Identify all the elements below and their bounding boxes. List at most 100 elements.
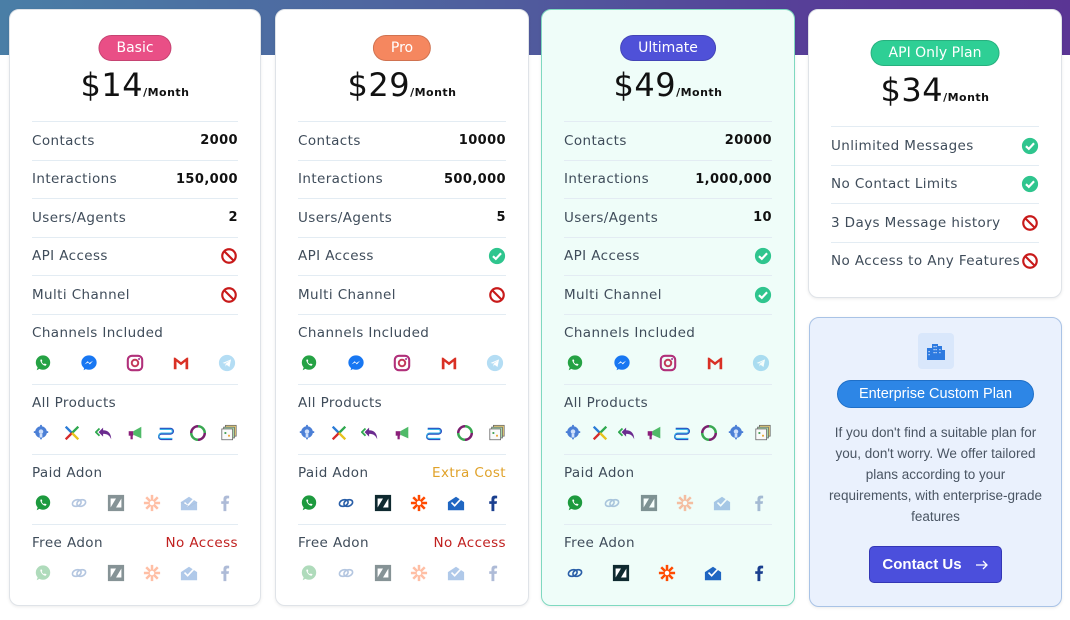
flow-icon: [673, 424, 691, 442]
telegram-icon: [218, 354, 236, 372]
price-amount: $29: [347, 66, 411, 104]
gmail-icon: [440, 354, 458, 372]
channels-section: Channels Included: [32, 313, 238, 384]
feature-row-interactions: Interactions 150,000: [32, 159, 238, 199]
feature-label: 3 Days Message history: [831, 214, 1001, 231]
check-icon: [1021, 137, 1039, 154]
section-label: All Products: [32, 394, 117, 411]
price-amount: $49: [613, 66, 677, 104]
plan-badge: Basic: [98, 35, 172, 61]
mail-open-icon: [447, 494, 465, 512]
plan-card-api-only: API Only Plan $34/Month Unlimited Messag…: [808, 9, 1062, 298]
megaphone-icon: [393, 424, 411, 442]
feature-row-no-features: No Access to Any Features: [831, 241, 1039, 281]
zendesk-icon: [107, 494, 125, 512]
no-access-icon: [489, 286, 505, 303]
zendesk-icon: [107, 564, 125, 582]
section-label: Channels Included: [32, 324, 164, 341]
flow-icon: [425, 424, 443, 442]
cycle-icon: [700, 424, 718, 442]
reply-all-icon: [361, 424, 379, 442]
check-icon: [1021, 176, 1039, 193]
section-label: Channels Included: [564, 324, 696, 341]
cycle-icon: [189, 424, 207, 442]
plan-price: $34/Month: [809, 71, 1061, 109]
feature-row-users: Users/Agents 5: [298, 198, 506, 237]
feature-label: Users/Agents: [564, 209, 659, 226]
instagram-icon: [126, 354, 144, 372]
zapier-icon: [143, 564, 161, 582]
gear-bulb-icon: [727, 424, 745, 442]
feature-row-unlimited-messages: Unlimited Messages: [831, 126, 1039, 165]
feature-label: API Access: [298, 248, 374, 265]
feature-row-multi-channel: Multi Channel: [298, 275, 506, 314]
zapier-icon: [143, 494, 161, 512]
products-section: All Products: [298, 383, 506, 454]
feature-row-contacts: Contacts 20000: [564, 121, 772, 160]
feature-value: 10: [753, 210, 772, 226]
feature-value: 500,000: [443, 171, 506, 187]
plan-price: $14/Month: [10, 66, 260, 104]
plan-price: $49/Month: [542, 66, 794, 104]
section-label: Channels Included: [298, 324, 430, 341]
no-access-icon: [221, 248, 237, 265]
feature-row-interactions: Interactions 1,000,000: [564, 159, 772, 199]
contact-us-button[interactable]: Contact Us: [869, 546, 1002, 583]
feature-label: No Contact Limits: [831, 176, 958, 193]
no-access-icon: [221, 286, 237, 303]
price-period: /Month: [410, 86, 457, 99]
enterprise-card: Enterprise Custom Plan If you don't find…: [809, 317, 1062, 607]
section-label: Free Adon: [32, 534, 103, 551]
zapier-icon: [658, 564, 676, 582]
facebook-icon: [484, 564, 502, 582]
facebook-icon: [484, 494, 502, 512]
feature-label: No Access to Any Features: [831, 253, 1021, 270]
section-label: Free Adon: [298, 534, 369, 551]
arrow-right-icon: [975, 560, 988, 569]
facebook-icon: [750, 564, 768, 582]
feature-list: Contacts 2000 Interactions 150,000 Users/A…: [32, 121, 238, 594]
gmail-icon: [172, 354, 190, 372]
whatsapp-icon: [300, 564, 318, 582]
whatsapp-icon: [566, 494, 584, 512]
cross-arrows-icon: [591, 424, 609, 442]
feature-label: API Access: [32, 248, 108, 265]
feature-list: Contacts 20000 Interactions 1,000,000 User…: [564, 121, 772, 594]
gear-bulb-icon: [298, 424, 316, 442]
channels-section: Channels Included: [298, 313, 506, 384]
zapier-icon: [410, 564, 428, 582]
paid-addon-section: Paid Adon: [564, 453, 772, 524]
feature-value: 20000: [724, 133, 772, 149]
mail-open-icon: [713, 494, 731, 512]
feature-row-contacts: Contacts 2000: [32, 121, 238, 160]
megaphone-icon: [645, 424, 663, 442]
megaphone-icon: [126, 424, 144, 442]
telegram-icon: [752, 354, 770, 372]
facebook-icon: [750, 494, 768, 512]
feature-row-users: Users/Agents 2: [32, 198, 238, 237]
cycle-icon: [456, 424, 474, 442]
free-addon-section: Free Adon No Access: [32, 523, 238, 594]
enterprise-icon-box: [917, 333, 954, 369]
plan-card-pro: Pro $29/Month Contacts 10000 Interactions…: [275, 9, 529, 606]
link-icon: [70, 564, 88, 582]
feature-value: 10000: [458, 133, 506, 149]
feature-row-interactions: Interactions 500,000: [298, 159, 506, 199]
mail-open-icon: [447, 564, 465, 582]
section-label: Paid Adon: [298, 464, 369, 481]
plan-badge: Ultimate: [620, 35, 716, 61]
feature-label: Users/Agents: [298, 209, 393, 226]
price-amount: $14: [80, 66, 144, 104]
link-icon: [566, 564, 584, 582]
section-label: Paid Adon: [32, 464, 103, 481]
plan-card-ultimate: Ultimate $49/Month Contacts 20000 Interac…: [541, 9, 795, 606]
feature-label: Interactions: [298, 171, 384, 188]
whatsapp-icon: [300, 354, 318, 372]
feature-value: 2: [228, 210, 238, 226]
messenger-icon: [347, 354, 365, 372]
mail-open-icon: [704, 564, 722, 582]
section-label: All Products: [564, 394, 649, 411]
link-icon: [70, 494, 88, 512]
paid-addon-section: Paid Adon Extra Cost: [298, 453, 506, 524]
check-icon: [754, 286, 772, 303]
